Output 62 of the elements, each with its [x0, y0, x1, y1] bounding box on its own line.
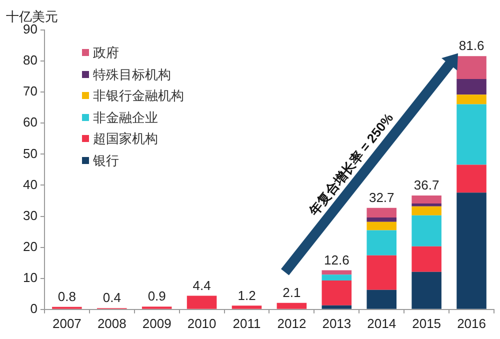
total-label: 0.9: [148, 288, 166, 304]
x-tick-label: 2009: [142, 316, 172, 331]
bar: [366, 222, 397, 230]
x-tick-label: 2016: [457, 316, 486, 331]
total-label: 4.4: [192, 278, 211, 293]
x-tick-label: 2008: [97, 316, 126, 331]
y-tick-label: 60: [22, 114, 38, 130]
x-tick-label: 2010: [187, 316, 216, 331]
bar: [186, 296, 217, 309]
bar: [366, 230, 397, 256]
total-label: 32.7: [368, 190, 394, 205]
bar: [456, 56, 486, 80]
bar: [456, 104, 486, 165]
bar: [412, 204, 442, 206]
bar: [412, 215, 442, 246]
legend-label: 银行: [93, 152, 119, 170]
legend-label: 特殊目标机构: [93, 66, 171, 84]
bar: [456, 164, 486, 193]
x-tick-label: 2007: [52, 316, 82, 331]
y-tick-label: 0: [30, 300, 38, 316]
total-label: 12.6: [324, 252, 350, 268]
bar: [456, 79, 486, 95]
y-tick-label: 20: [22, 238, 38, 254]
legend-label: 超国家机构: [93, 130, 158, 148]
total-label: 2.1: [282, 284, 301, 300]
total-label: 36.7: [414, 178, 440, 193]
total-label: 1.2: [238, 288, 256, 303]
y-tick-label: 80: [22, 52, 38, 68]
bar: [412, 272, 442, 309]
bar: [276, 302, 307, 309]
y-tick-label: 50: [22, 146, 38, 161]
x-tick-label: 2015: [412, 316, 442, 331]
x-tick-label: 2011: [232, 316, 261, 331]
x-tick-label: 2012: [277, 316, 306, 331]
bar: [456, 192, 486, 309]
y-tick-label: 90: [22, 22, 38, 37]
x-tick-label: 2014: [367, 316, 396, 331]
bar: [322, 280, 352, 306]
bar: [322, 270, 352, 275]
legend-label: 政府: [93, 44, 119, 62]
bar: [366, 290, 397, 309]
y-tick-label: 10: [22, 270, 38, 285]
bar: [322, 274, 352, 281]
bar: [456, 94, 486, 104]
legend-label: 非金融企业: [93, 108, 158, 126]
y-axis-title: 十亿美元: [6, 8, 58, 24]
legend-label: 非银行金融机构: [93, 87, 184, 105]
y-tick-label: 30: [22, 208, 38, 223]
bar: [366, 208, 397, 218]
x-tick-label: 2013: [322, 316, 352, 331]
total-label: 81.6: [458, 38, 484, 54]
bar: [366, 218, 397, 222]
total-label: 0.8: [58, 288, 76, 304]
bar: [322, 305, 352, 309]
bar: [412, 206, 442, 216]
total-label: 0.4: [102, 290, 121, 306]
bar: [412, 195, 442, 204]
bar: [366, 255, 397, 290]
bar: [412, 246, 442, 272]
y-tick-label: 70: [22, 84, 38, 99]
bar: [232, 306, 262, 309]
y-tick-label: 40: [22, 176, 38, 192]
